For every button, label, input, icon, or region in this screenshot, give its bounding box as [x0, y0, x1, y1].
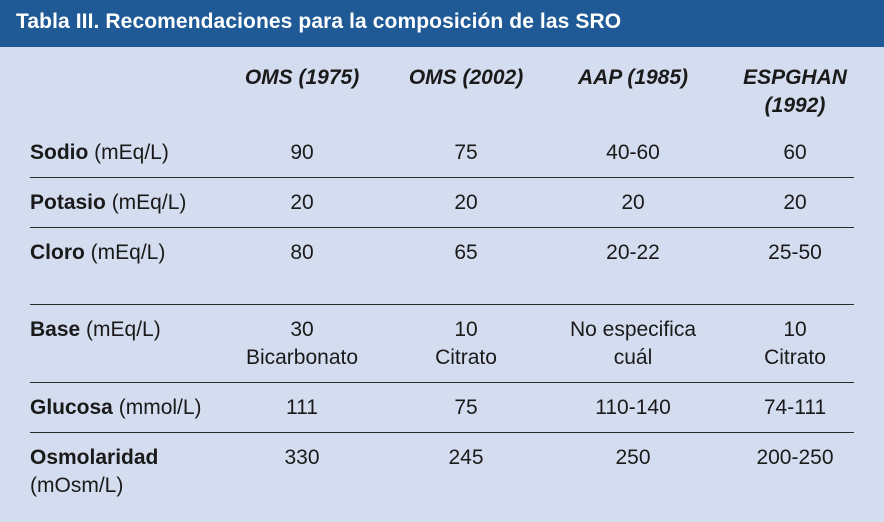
row-unit: (mEq/L): [88, 141, 169, 164]
table-cell: 25-50: [768, 241, 822, 264]
table-cell: 90: [290, 141, 314, 164]
cell-line: 10: [454, 318, 478, 341]
row-label-sodio: Sodio (mEq/L): [30, 139, 169, 167]
table-cell: 250: [615, 446, 651, 469]
column-header-line: ESPGHAN: [743, 66, 847, 89]
row-name: Glucosa: [30, 396, 113, 419]
row-label-cloro: Cloro (mEq/L): [30, 239, 165, 267]
table-cell: 20: [290, 191, 314, 214]
row-divider: [30, 177, 854, 178]
table-cell: 65: [454, 241, 478, 264]
table-cell: No especifica cuál: [552, 316, 714, 372]
row-unit: (mEq/L): [105, 191, 187, 214]
row-unit: (mEq/L): [84, 241, 166, 264]
row-divider: [30, 304, 854, 305]
table-cell: 111: [286, 396, 318, 419]
table-cell: 30 Bicarbonato: [222, 316, 382, 372]
table-cell: 200-250: [756, 446, 834, 469]
row-label-glucosa: Glucosa (mmol/L): [30, 394, 202, 422]
table-title: Tabla III. Recomendaciones para la compo…: [16, 10, 622, 33]
row-name: Potasio: [30, 191, 106, 214]
table-cell: 60: [783, 141, 807, 164]
row-label-potasio: Potasio (mEq/L): [30, 189, 186, 217]
title-bar: Tabla III. Recomendaciones para la compo…: [0, 0, 884, 47]
row-name: Cloro: [30, 241, 85, 264]
column-header-oms-1975: OMS (1975): [244, 66, 360, 89]
row-unit: (mEq/L): [80, 318, 161, 341]
table-cell: 20: [621, 191, 645, 214]
row-label-base: Base (mEq/L): [30, 316, 161, 344]
table-cell: 10 Citrato: [386, 316, 546, 372]
row-divider: [30, 432, 854, 433]
table-cell: 80: [290, 241, 314, 264]
row-label-osmolaridad: Osmolaridad (mOsm/L): [30, 444, 158, 500]
cell-line: Citrato: [435, 346, 497, 369]
table-cell: 330: [284, 446, 320, 469]
row-unit: (mmol/L): [112, 396, 202, 419]
cell-line: cuál: [613, 346, 653, 369]
cell-line: Citrato: [764, 346, 826, 369]
table-cell: 10 Citrato: [715, 316, 875, 372]
row-unit: (mOsm/L): [30, 474, 124, 497]
row-name: Base: [30, 318, 81, 341]
row-divider: [30, 227, 854, 228]
row-divider: [30, 382, 854, 383]
column-header-line: (1992): [764, 94, 826, 117]
table-cell: 74-111: [763, 396, 827, 419]
column-header-oms-2002: OMS (2002): [408, 66, 524, 89]
table-cell: 245: [448, 446, 484, 469]
table-cell: 20-22: [606, 241, 660, 264]
table-cell: 110-140: [595, 396, 671, 419]
cell-line: 30: [290, 318, 314, 341]
cell-line: Bicarbonato: [245, 346, 359, 369]
cell-line: No especifica: [569, 318, 697, 341]
row-name: Sodio: [30, 141, 89, 164]
table-cell: 20: [783, 191, 807, 214]
column-header-aap-1985: AAP (1985): [577, 66, 689, 89]
row-name: Osmolaridad: [30, 446, 159, 469]
table-cell: 40-60: [606, 141, 660, 164]
cell-line: 10: [783, 318, 807, 341]
table-cell: 75: [454, 141, 478, 164]
table-cell: 75: [454, 396, 478, 419]
column-header-espghan-1992: ESPGHAN (1992): [715, 64, 875, 120]
table-cell: 20: [454, 191, 478, 214]
